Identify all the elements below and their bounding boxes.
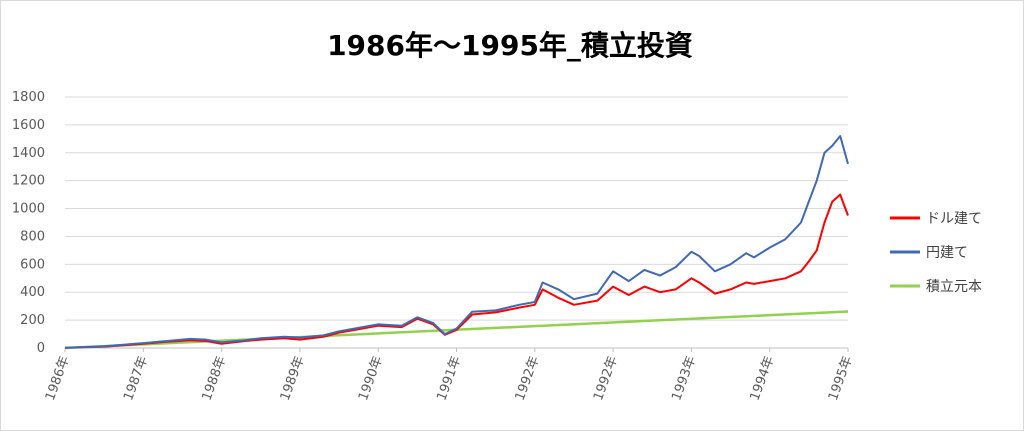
legend-label: ドル建て (926, 211, 982, 227)
x-tick-label: 1986年 (43, 354, 73, 402)
x-tick-label: 1987年 (121, 354, 151, 402)
x-tick-label: 1992年 (591, 354, 621, 402)
y-tick-label: 1000 (12, 202, 45, 217)
legend-label: 積立元本 (926, 279, 982, 295)
legend-label: 円建て (926, 245, 968, 261)
y-tick-label: 1400 (12, 146, 45, 161)
y-axis-ticks: 0 200 400 600 800 1000 1200 1400 1600 1800 (12, 90, 45, 356)
x-tick-label: 1989年 (278, 354, 308, 402)
y-tick-label: 400 (20, 285, 45, 300)
x-tick-label: 1990年 (356, 354, 386, 402)
y-tick-label: 200 (20, 313, 45, 328)
chart-title: 1986年～1995年_積立投資 (327, 29, 693, 62)
series-lines (64, 135, 849, 350)
x-tick-label: 1992年 (513, 354, 543, 402)
y-tick-label: 1600 (12, 118, 45, 133)
y-tick-label: 600 (20, 257, 45, 272)
y-tick-label: 0 (37, 341, 45, 356)
y-tick-label: 1800 (12, 90, 45, 105)
y-tick-label: 800 (20, 229, 45, 244)
grid-lines (65, 96, 848, 349)
x-tick-label: 1993年 (669, 354, 699, 402)
x-axis-ticks: 1986年 1987年 1988年 1989年 1990年 1991年 1992年 1992年… (43, 348, 856, 403)
y-tick-label: 1200 (12, 174, 45, 189)
series-line-0 (64, 193, 849, 349)
x-tick-label: 1994年 (748, 354, 778, 402)
x-tick-label: 1988年 (199, 354, 229, 402)
x-tick-label: 1991年 (434, 354, 464, 402)
x-tick-label: 1995年 (826, 354, 856, 402)
series-line-1 (64, 135, 849, 349)
